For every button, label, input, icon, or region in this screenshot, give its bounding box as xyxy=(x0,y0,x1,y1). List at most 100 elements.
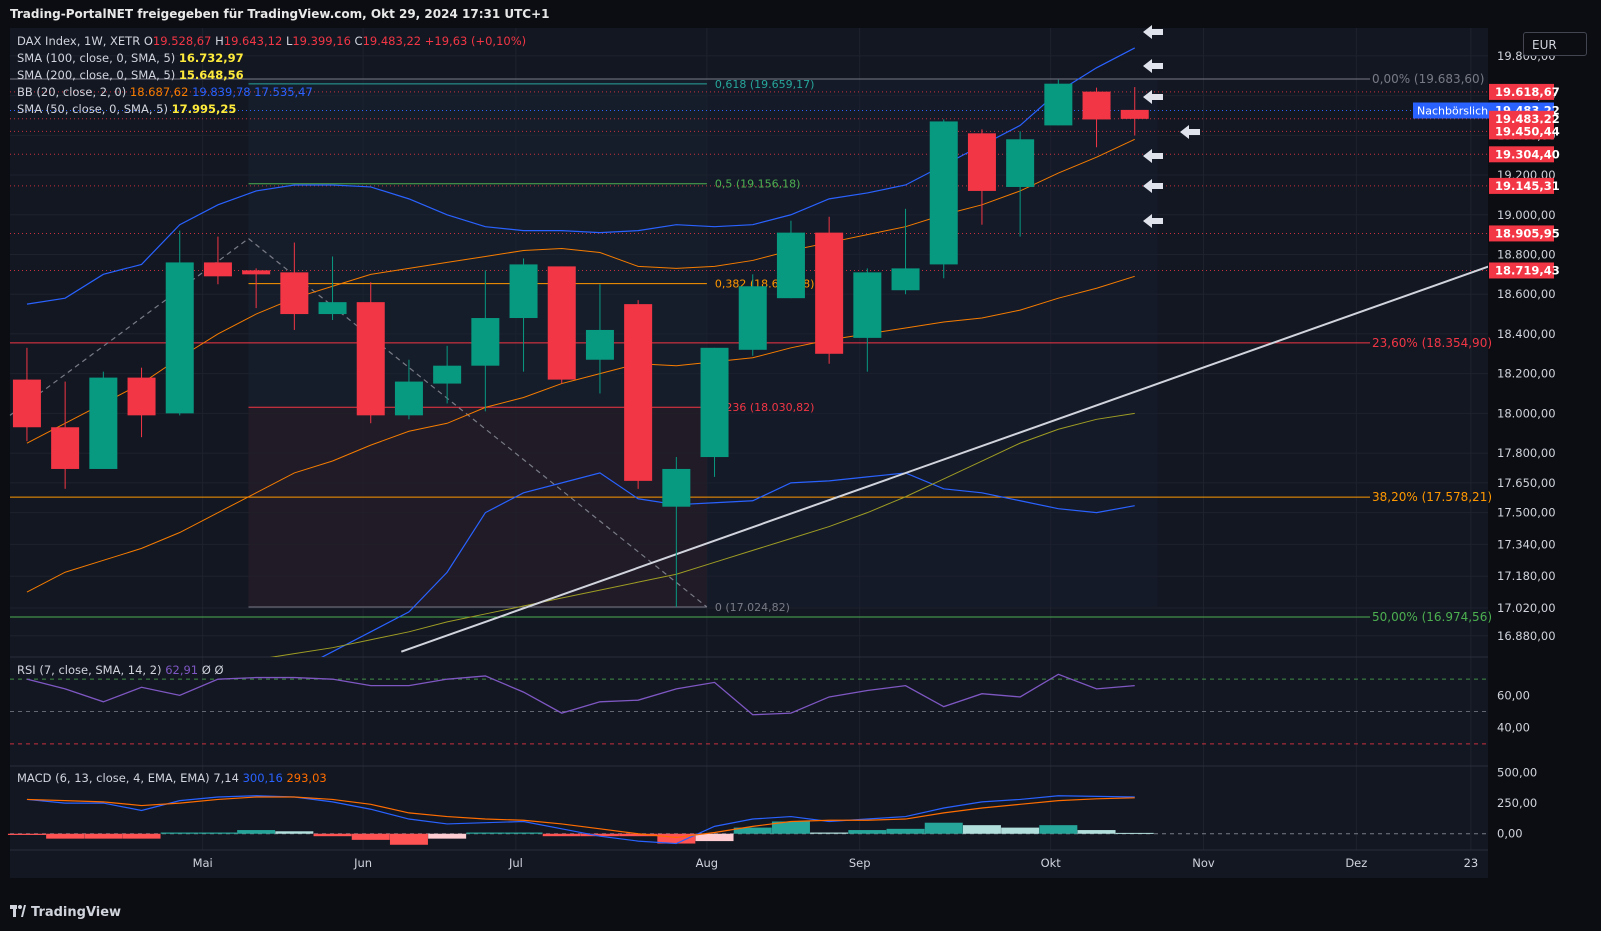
candle-body xyxy=(738,286,767,350)
candle-body xyxy=(585,329,614,360)
open-label: O xyxy=(143,34,153,48)
symbol-label: DAX Index, 1W, XETR xyxy=(17,34,141,48)
rsi-tick-label: 40,00 xyxy=(1497,721,1530,735)
sma100-label: SMA (100, close, 0, SMA, 5) xyxy=(17,51,176,65)
macd-histogram-bar xyxy=(1115,832,1154,834)
legend-sma50-row[interactable]: SMA (50, close, 0, SMA, 5) 17.995,25 xyxy=(17,101,526,118)
candle-body xyxy=(394,381,423,416)
candle-body xyxy=(203,262,232,277)
macd-histogram-bar xyxy=(428,833,467,839)
high-value: 19.643,12 xyxy=(223,34,283,48)
macd-hist-value: 7,14 xyxy=(213,771,239,785)
rsi-legend[interactable]: RSI (7, close, SMA, 14, 2) 62,91 Ø Ø xyxy=(17,663,224,677)
page-title: Trading-PortalNET freigegeben für Tradin… xyxy=(10,7,550,21)
macd-histogram-bar xyxy=(580,833,619,837)
price-tag xyxy=(1489,225,1554,242)
fib-level-label: 50,00% (16.974,56) xyxy=(1372,610,1492,624)
fib-retracement-label: 0,236 (18.030,82) xyxy=(715,401,815,414)
price-tick-label: 19.000,00 xyxy=(1497,208,1556,222)
macd-tick-label: 250,00 xyxy=(1497,796,1537,810)
macd-line xyxy=(26,795,1135,845)
candle-body xyxy=(815,232,844,354)
rsi-tick-label: 60,00 xyxy=(1497,688,1530,702)
candle-body xyxy=(776,232,805,299)
currency-selector[interactable]: EUR xyxy=(1523,32,1587,56)
tradingview-logo-icon xyxy=(10,905,26,917)
rsi-value: 62,91 xyxy=(165,663,199,677)
macd-signal-value: 293,03 xyxy=(286,771,327,785)
macd-histogram-bar xyxy=(695,833,734,842)
macd-histogram-bar xyxy=(1039,825,1078,834)
time-axis-label: Sep xyxy=(849,856,871,870)
price-tick-label: 18.800,00 xyxy=(1497,247,1556,261)
macd-histogram-bar xyxy=(122,833,161,839)
legend-symbol-row[interactable]: DAX Index, 1W, XETR O19.528,67 H19.643,1… xyxy=(17,33,526,50)
macd-tick-label: 500,00 xyxy=(1497,765,1537,779)
time-axis-background xyxy=(10,878,1488,898)
postmarket-prefix-label: Nachbörslich xyxy=(1417,105,1488,118)
tradingview-logo[interactable]: TradingView xyxy=(10,905,121,920)
high-label: H xyxy=(215,34,224,48)
candle-body xyxy=(1120,109,1149,119)
macd-histogram-bar xyxy=(237,830,276,834)
arrow-marker-icon xyxy=(1143,179,1163,193)
candle-body xyxy=(1006,139,1035,187)
candle-body xyxy=(853,272,882,338)
macd-histogram-bar xyxy=(275,831,314,834)
legend-bb-row[interactable]: BB (20, close, 2, 0) 18.687,62 19.839,78… xyxy=(17,84,526,101)
indicator-legend: DAX Index, 1W, XETR O19.528,67 H19.643,1… xyxy=(17,33,526,118)
fib-level-label: 0,00% (19.683,60) xyxy=(1372,72,1484,86)
price-tick-label: 16.880,00 xyxy=(1497,629,1556,643)
macd-histogram-bar xyxy=(7,833,46,835)
candle-body xyxy=(165,262,194,414)
time-axis-label: Mai xyxy=(193,856,213,870)
fib-level-label: 38,20% (17.578,21) xyxy=(1372,490,1492,504)
sma200-value: 15.648,56 xyxy=(178,68,244,82)
macd-legend[interactable]: MACD (6, 13, close, 4, EMA, EMA) 7,14 30… xyxy=(17,771,327,785)
candle-body xyxy=(1044,83,1073,126)
macd-histogram-bar xyxy=(313,833,352,837)
price-tag-label: 19.145,31 xyxy=(1495,179,1560,193)
price-axis-background xyxy=(1488,28,1601,878)
low-value: 19.399,16 xyxy=(292,34,351,48)
candle-body xyxy=(700,347,729,458)
macd-label: MACD (6, 13, close, 4, EMA, EMA) xyxy=(17,771,210,785)
macd-histogram-bar xyxy=(962,825,1001,834)
rsi-label: RSI (7, close, SMA, 14, 2) xyxy=(17,663,162,677)
sma-olive-line xyxy=(269,412,1135,657)
macd-histogram-bar xyxy=(351,833,390,840)
arrow-marker-icon xyxy=(1143,214,1163,228)
macd-histogram-bar xyxy=(46,833,85,839)
price-tick-label: 18.000,00 xyxy=(1497,406,1556,420)
macd-histogram-bar xyxy=(771,821,810,834)
time-axis-label: Jul xyxy=(508,856,523,870)
fib-retracement-label: 0,5 (19.156,18) xyxy=(715,178,801,191)
price-tick-label: 17.500,00 xyxy=(1497,506,1556,520)
bb-upper-value: 19.839,78 xyxy=(192,85,251,99)
fib-retracement-label: 0,618 (19.659,17) xyxy=(715,78,815,91)
macd-histogram-bar xyxy=(466,832,505,834)
price-tag xyxy=(1489,177,1554,194)
candle-body xyxy=(891,268,920,291)
macd-histogram-bar xyxy=(810,832,849,834)
arrow-marker-icon xyxy=(1143,25,1163,39)
candle-body xyxy=(280,272,309,315)
candle-body xyxy=(509,264,538,319)
price-tick-label: 17.180,00 xyxy=(1497,569,1556,583)
price-tag xyxy=(1489,110,1554,127)
sma-orange-line xyxy=(26,275,1135,593)
legend-sma100-row[interactable]: SMA (100, close, 0, SMA, 5) 16.732,97 xyxy=(17,50,526,67)
candle-body xyxy=(318,302,347,315)
candle-body xyxy=(471,318,500,366)
macd-histogram-bar xyxy=(542,833,581,837)
close-value: 19.483,22 xyxy=(362,34,422,48)
bb-lower-line xyxy=(320,472,1135,657)
macd-histogram-bar xyxy=(657,833,696,844)
time-axis-label: Aug xyxy=(696,856,718,870)
macd-value: 300,16 xyxy=(242,771,283,785)
legend-sma200-row[interactable]: SMA (200, close, 0, SMA, 5) 15.648,56 xyxy=(17,67,526,84)
price-tag-label: 19.618,67 xyxy=(1495,85,1560,99)
price-tick-label: 17.340,00 xyxy=(1497,537,1556,551)
macd-histogram-bar xyxy=(733,827,772,834)
